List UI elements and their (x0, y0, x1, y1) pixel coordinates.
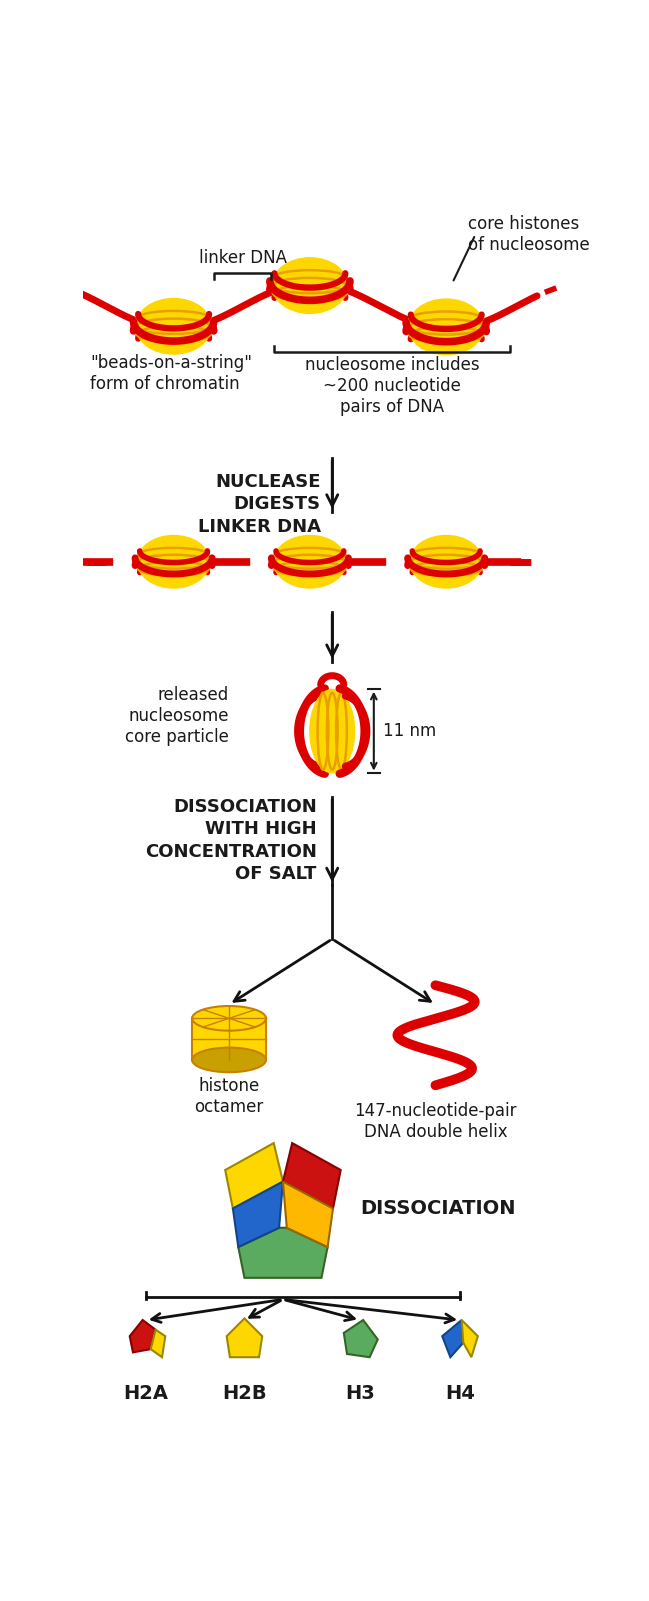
Polygon shape (344, 1319, 378, 1358)
Text: H3: H3 (345, 1383, 375, 1402)
Polygon shape (283, 1143, 341, 1209)
Text: H2A: H2A (123, 1383, 168, 1402)
Ellipse shape (410, 535, 483, 589)
Polygon shape (227, 1318, 262, 1358)
Polygon shape (151, 1330, 165, 1358)
Text: H2B: H2B (222, 1383, 267, 1402)
Ellipse shape (273, 535, 347, 589)
Text: "beads-on-a-string"
form of chromatin: "beads-on-a-string" form of chromatin (90, 354, 252, 392)
Text: 147-nucleotide-pair
DNA double helix: 147-nucleotide-pair DNA double helix (354, 1101, 517, 1142)
Bar (192, 1018, 266, 1061)
Text: histone
octamer: histone octamer (195, 1077, 263, 1116)
Ellipse shape (408, 298, 485, 355)
Text: 11 nm: 11 nm (383, 722, 436, 740)
Text: linker DNA: linker DNA (199, 248, 286, 267)
Polygon shape (238, 1228, 328, 1278)
Ellipse shape (309, 688, 356, 773)
Text: NUCLEASE
DIGESTS
LINKER DNA: NUCLEASE DIGESTS LINKER DNA (198, 474, 321, 536)
Text: nucleosome includes
~200 nucleotide
pairs of DNA: nucleosome includes ~200 nucleotide pair… (304, 355, 479, 416)
Polygon shape (461, 1319, 478, 1358)
Ellipse shape (135, 298, 212, 355)
Polygon shape (442, 1319, 463, 1358)
Polygon shape (130, 1319, 156, 1353)
Ellipse shape (271, 258, 349, 314)
Polygon shape (283, 1182, 333, 1247)
Polygon shape (233, 1182, 283, 1247)
Text: released
nucleosome
core particle: released nucleosome core particle (125, 685, 229, 746)
Text: H4: H4 (445, 1383, 475, 1402)
Ellipse shape (192, 1047, 266, 1073)
Text: core histones
of nucleosome: core histones of nucleosome (468, 215, 589, 255)
Ellipse shape (137, 535, 210, 589)
Text: DISSOCIATION
WITH HIGH
CONCENTRATION
OF SALT: DISSOCIATION WITH HIGH CONCENTRATION OF … (145, 799, 317, 882)
Polygon shape (225, 1143, 283, 1209)
Text: DISSOCIATION: DISSOCIATION (360, 1199, 515, 1218)
Ellipse shape (192, 1005, 266, 1031)
